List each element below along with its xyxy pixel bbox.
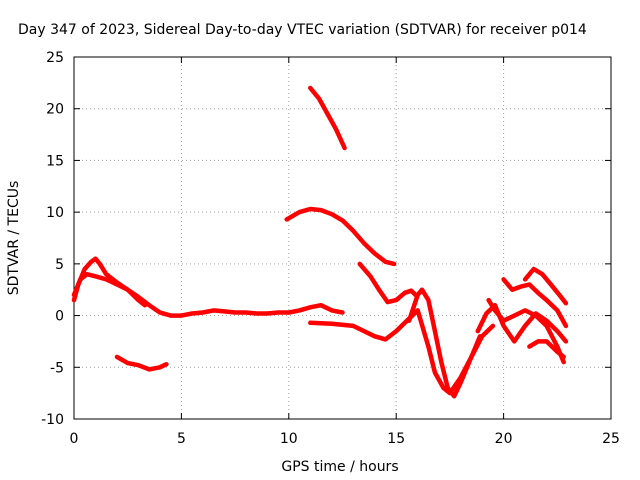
x-axis-label: GPS time / hours xyxy=(281,459,398,475)
grid xyxy=(74,57,611,419)
x-tick-label: 5 xyxy=(177,431,186,447)
y-tick-label: 15 xyxy=(46,153,64,169)
x-tick-label: 0 xyxy=(70,431,79,447)
axis-ticks xyxy=(73,56,612,420)
series-arc-11 xyxy=(501,277,569,329)
chart-title: Day 347 of 2023, Sidereal Day-to-day VTE… xyxy=(18,22,587,38)
x-tick-label: 10 xyxy=(280,431,298,447)
x-tick-label: 15 xyxy=(387,431,405,447)
y-tick-label: -5 xyxy=(50,360,64,376)
plot-frame xyxy=(73,56,612,420)
series-arc-3 xyxy=(114,354,169,372)
y-axis-label: SDTVAR / TECUs xyxy=(6,181,22,296)
y-tick-label: -10 xyxy=(41,412,64,428)
series-arc-10 xyxy=(486,297,566,365)
series-arc-9 xyxy=(475,302,569,344)
y-tick-label: 5 xyxy=(55,257,64,273)
series-arc-4 xyxy=(308,85,347,151)
y-tick-label: 25 xyxy=(46,50,64,66)
series-arc-5 xyxy=(284,206,397,267)
series-arc-7 xyxy=(308,308,496,396)
series-arc-13 xyxy=(527,339,566,360)
data-series xyxy=(71,85,569,399)
series-arc-8 xyxy=(406,287,483,399)
tick-labels: 0 5 10 15 20 25 -10 -5 0 5 10 15 20 25 xyxy=(41,50,620,447)
x-tick-label: 25 xyxy=(602,431,620,447)
series-arc-2 xyxy=(71,271,345,318)
x-tick-label: 20 xyxy=(495,431,513,447)
series-arc-12 xyxy=(522,266,569,306)
series-arc-6 xyxy=(357,261,418,305)
y-tick-label: 20 xyxy=(46,102,64,118)
y-tick-label: 0 xyxy=(55,309,64,325)
y-tick-label: 10 xyxy=(46,205,64,221)
